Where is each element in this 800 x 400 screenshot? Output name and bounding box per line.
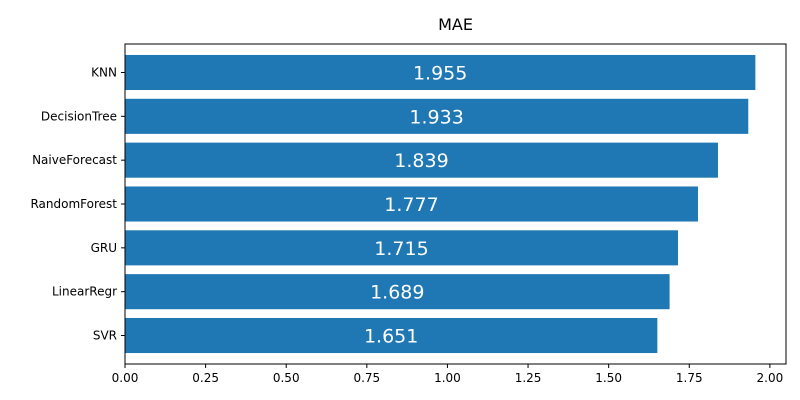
bar-decisiontree (125, 98, 749, 134)
y-tick-label: LinearRegr (52, 285, 117, 299)
x-tick-label: 1.00 (434, 371, 461, 385)
bar-linearregr (125, 274, 670, 310)
bars-layer (125, 54, 756, 354)
y-tick-label: KNN (91, 65, 117, 79)
x-tick-label: 0.25 (192, 371, 219, 385)
bar-value-label: 1.689 (370, 282, 424, 304)
x-tick-label: 0.75 (353, 371, 380, 385)
y-tick-label: SVR (93, 329, 117, 343)
x-tick-label: 2.00 (757, 371, 784, 385)
chart-title: MAE (438, 15, 473, 34)
bar-gru (125, 230, 678, 266)
x-tick-label: 1.75 (676, 371, 703, 385)
bar-value-label: 1.933 (409, 106, 463, 128)
bar-naiveforecast (125, 142, 718, 178)
axis-ticks: KNN DecisionTree NaiveForecast RandomForest… (30, 65, 783, 385)
y-tick-label: NaiveForecast (32, 153, 117, 167)
x-tick-label: 1.50 (595, 371, 622, 385)
bar-value-label: 1.651 (364, 326, 418, 348)
bar-value-label: 1.839 (394, 150, 448, 172)
bar-value-label: 1.777 (384, 194, 438, 216)
x-tick-label: 0.00 (112, 371, 139, 385)
bar-randomforest (125, 186, 698, 222)
bar-value-labels: 1.955 1.933 1.839 1.777 1.715 1.689 1.651 (364, 62, 467, 347)
bar-svr (125, 317, 658, 354)
bar-value-label: 1.715 (374, 238, 428, 260)
bar-value-label: 1.955 (413, 62, 467, 84)
y-tick-label: GRU (91, 241, 117, 255)
x-tick-label: 0.50 (273, 371, 300, 385)
x-tick-label: 1.25 (515, 371, 542, 385)
y-tick-label: RandomForest (30, 197, 117, 211)
y-tick-label: DecisionTree (41, 109, 117, 123)
bar-knn (125, 54, 756, 91)
